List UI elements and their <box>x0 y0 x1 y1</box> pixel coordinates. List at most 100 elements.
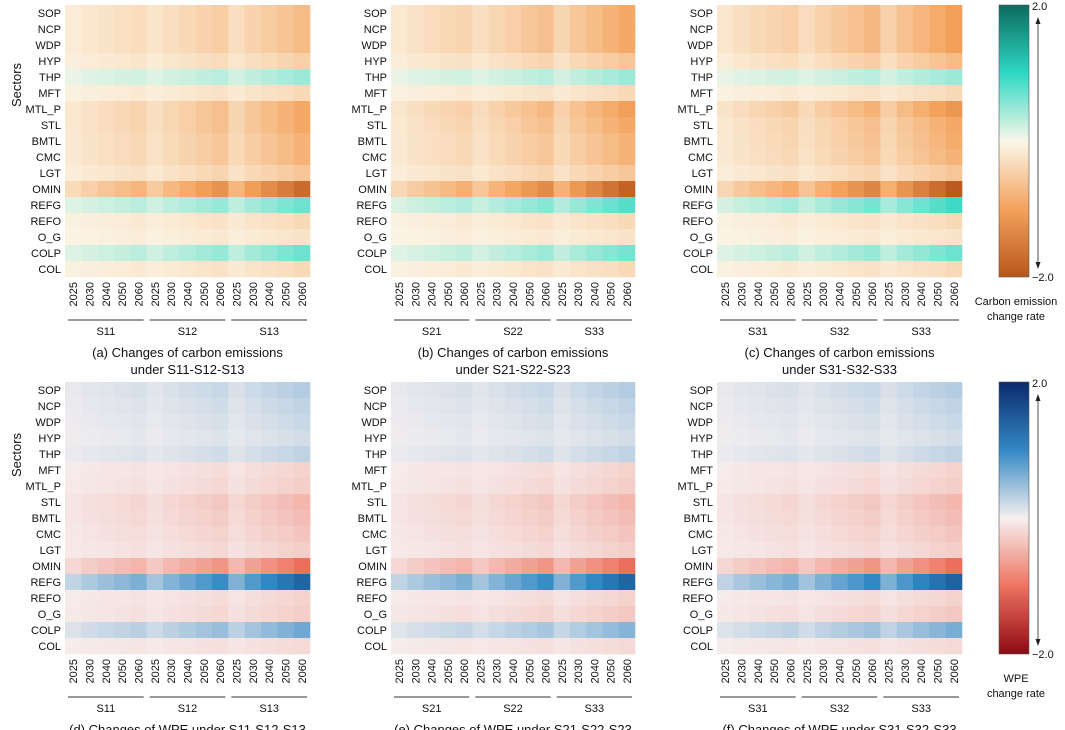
heatmap-cell <box>146 165 164 182</box>
heatmap-cell <box>815 53 832 70</box>
heatmap-cell <box>831 446 848 463</box>
heatmap-cell <box>602 478 620 495</box>
heatmap-cell <box>766 85 783 102</box>
heatmap-cell <box>423 414 441 431</box>
heatmap-cell <box>456 558 473 575</box>
year-tick-label: 2025 <box>232 659 244 683</box>
heatmap-cell <box>504 606 522 623</box>
heatmap-cell <box>195 606 213 623</box>
heatmap-cell <box>880 414 897 431</box>
heatmap-cell <box>537 462 554 479</box>
heatmap-cell <box>929 430 946 447</box>
heatmap-cell <box>163 510 180 527</box>
heatmap-cell <box>864 229 881 246</box>
heatmap-cell <box>212 261 229 278</box>
heatmap-cell <box>717 558 734 575</box>
heatmap-cell <box>553 213 571 230</box>
heatmap-cell <box>261 229 278 246</box>
heatmap-cell <box>782 542 799 559</box>
heatmap-cell <box>553 165 571 182</box>
heatmap-cell <box>488 213 506 230</box>
heatmap-cell <box>798 165 816 182</box>
heatmap-cell <box>553 526 571 543</box>
heatmap-cell <box>293 85 311 102</box>
heatmap-cell <box>228 606 245 623</box>
heatmap-cell <box>228 638 245 655</box>
heatmap-cell <box>163 574 180 591</box>
heatmap-cell <box>212 5 229 22</box>
heatmap-cell <box>146 101 164 118</box>
heatmap-cell <box>114 542 131 559</box>
heatmap-cell <box>130 510 147 527</box>
panel-c: SOPNCPWDPHYPTHPMFTMTL_PSTLBMTLCMCLGTOMIN… <box>678 5 963 377</box>
heatmap-cell <box>81 638 98 655</box>
heatmap-cell <box>65 590 82 607</box>
heatmap-cell <box>618 5 636 22</box>
heatmap-cell <box>163 229 180 246</box>
heatmap-cell <box>261 590 278 607</box>
heatmap-cell <box>195 382 213 399</box>
year-tick-label: 2050 <box>851 282 863 306</box>
sector-label: CMC <box>36 529 61 541</box>
heatmap-cell <box>391 526 408 543</box>
heatmap-cell <box>163 53 180 70</box>
heatmap-cell <box>488 558 506 575</box>
colorbar-max-label: 2.0 <box>1032 378 1047 390</box>
heatmap-cell <box>831 542 848 559</box>
heatmap-cell <box>717 181 734 198</box>
sector-label: NCP <box>690 24 713 36</box>
heatmap-cell <box>277 526 294 543</box>
heatmap-cell <box>815 101 832 118</box>
heatmap-cell <box>114 101 131 118</box>
heatmap-cell <box>521 53 538 70</box>
heatmap-cell <box>537 398 554 415</box>
heatmap-cell <box>261 37 278 54</box>
heatmap-cell <box>717 414 734 431</box>
panel-caption: (a) Changes of carbon emissions <box>92 345 283 360</box>
heatmap-cell <box>407 37 424 54</box>
sector-label: REFO <box>30 216 61 228</box>
heatmap-cell <box>896 245 914 262</box>
heatmap-cell <box>277 382 294 399</box>
heatmap-cell <box>146 494 164 511</box>
heatmap-cell <box>423 37 441 54</box>
year-tick-label: 2060 <box>297 282 309 306</box>
colorbar-title-line2: change rate <box>987 311 1045 323</box>
heatmap-cell <box>864 638 881 655</box>
heatmap-cell <box>798 494 816 511</box>
heatmap-cell <box>945 462 963 479</box>
heatmap-cell <box>228 526 245 543</box>
heatmap-cell <box>179 117 196 134</box>
heatmap-cell <box>537 382 554 399</box>
heatmap-cell <box>896 638 914 655</box>
heatmap-cell <box>244 85 262 102</box>
heatmap-cell <box>244 590 262 607</box>
heatmap-cell <box>407 149 424 166</box>
group-label: S21 <box>422 703 442 715</box>
heatmap-cell <box>798 101 816 118</box>
heatmap-cell <box>146 181 164 198</box>
heatmap-cell <box>130 382 147 399</box>
heatmap-cell <box>423 542 441 559</box>
heatmap-cell <box>521 478 538 495</box>
heatmap-cell <box>277 53 294 70</box>
heatmap-cell <box>439 245 457 262</box>
heatmap-cell <box>488 622 506 639</box>
heatmap-cell <box>488 398 506 415</box>
year-tick-label: 2050 <box>199 659 211 683</box>
sector-label: WDP <box>687 417 713 429</box>
heatmap-cell <box>618 133 636 150</box>
colorbar-min-label: −2.0 <box>1032 272 1054 284</box>
heatmap-cell <box>602 53 620 70</box>
heatmap-cell <box>569 606 587 623</box>
heatmap-cell <box>896 446 914 463</box>
heatmap-cell <box>618 245 636 262</box>
heatmap-cell <box>114 606 131 623</box>
heatmap-cell <box>586 5 603 22</box>
heatmap-cell <box>504 462 522 479</box>
sector-label: COLP <box>683 248 713 260</box>
heatmap-cell <box>929 245 946 262</box>
sector-label: BMTL <box>32 513 61 525</box>
heatmap-cell <box>749 414 767 431</box>
group-label: S11 <box>96 703 115 715</box>
